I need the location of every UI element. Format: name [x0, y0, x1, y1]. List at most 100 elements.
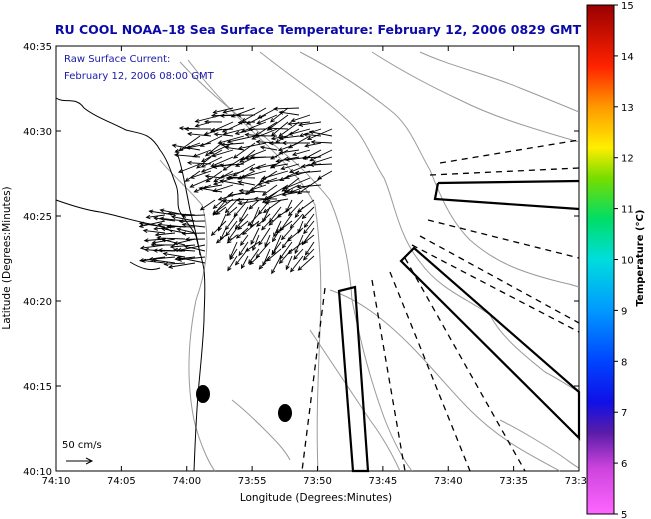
current-vector [249, 255, 260, 266]
current-vector [225, 220, 238, 237]
current-vector [240, 234, 249, 246]
current-vector [253, 196, 278, 201]
current-vector [227, 175, 256, 180]
current-vector [257, 107, 278, 119]
x-tick-label: 73:35 [499, 476, 528, 487]
current-vector [204, 142, 223, 157]
current-vector [281, 234, 293, 249]
surface-current-vectors [138, 106, 333, 275]
current-vector [264, 198, 289, 205]
current-vector [285, 189, 311, 194]
current-vector [304, 142, 322, 148]
colorbar-tick-label: 13 [621, 103, 634, 114]
current-vector [173, 153, 201, 158]
current-vector [183, 244, 206, 252]
current-vector [181, 213, 206, 218]
current-vector [280, 227, 293, 241]
current-vector [152, 258, 176, 264]
current-vector [160, 227, 186, 234]
current-vector [163, 261, 186, 267]
current-vector [239, 206, 249, 223]
current-vector [278, 149, 300, 155]
current-vector [184, 126, 212, 132]
current-vector [261, 220, 271, 231]
colorbar-tick-label: 12 [621, 154, 634, 165]
current-vector [270, 163, 289, 169]
current-vector [247, 127, 267, 132]
current-vector [215, 206, 227, 215]
current-vector [238, 241, 249, 257]
current-vector [184, 237, 206, 242]
station-marker [278, 404, 292, 422]
current-vector [204, 174, 223, 179]
current-vector [308, 130, 333, 137]
annotation-line-1: Raw Surface Current: [64, 54, 170, 65]
current-vector [287, 121, 311, 126]
y-tick-label: 40:25 [23, 212, 52, 223]
current-vector [290, 114, 311, 123]
current-vector [141, 258, 166, 264]
x-axis: 74:10 74:05 74:00 73:55 73:50 73:45 73:40 73:35… [42, 46, 593, 487]
current-vector [248, 199, 260, 210]
current-vector [267, 126, 289, 131]
current-vector [177, 163, 201, 173]
current-vector [226, 234, 238, 244]
colorbar-tick-label: 7 [621, 408, 627, 419]
current-vector [237, 198, 267, 206]
current-vector [240, 255, 249, 270]
current-vector [293, 248, 304, 260]
current-vector [226, 135, 256, 144]
current-vector [235, 227, 249, 239]
current-vector [196, 156, 212, 169]
current-vector [139, 244, 166, 250]
current-vector [176, 255, 206, 264]
current-vector [281, 140, 311, 146]
current-vector [290, 255, 304, 273]
current-vector [303, 220, 315, 235]
current-vector [227, 255, 238, 272]
current-vector [302, 132, 322, 137]
chart-title: RU COOL NOAA–18 Sea Surface Temperature:… [55, 22, 582, 37]
current-vector [303, 213, 315, 229]
current-vector [181, 222, 206, 228]
current-vector [280, 163, 300, 171]
current-vector [278, 248, 293, 265]
current-vector [156, 235, 186, 241]
y-axis: 40:10 40:15 40:20 40:25 40:30 40:35 [23, 42, 579, 478]
current-vector [189, 170, 212, 179]
current-vector [268, 213, 282, 226]
coastline [55, 97, 206, 472]
current-vector [150, 242, 176, 248]
current-vector [237, 220, 249, 230]
current-vector [262, 199, 282, 214]
current-vector [249, 184, 267, 192]
current-vector [161, 238, 186, 246]
y-tick-label: 40:15 [23, 382, 52, 393]
current-vector [227, 191, 256, 197]
colorbar-tick-label: 6 [621, 459, 627, 470]
x-tick-label: 74:00 [172, 476, 201, 487]
current-vector [250, 227, 260, 245]
current-vector [247, 213, 260, 227]
y-tick-label: 40:20 [23, 297, 52, 308]
current-vector [198, 186, 223, 193]
current-vector [167, 262, 196, 269]
current-vector [301, 206, 315, 220]
current-vector [294, 234, 304, 255]
current-vector [273, 220, 282, 238]
current-vector [145, 214, 166, 220]
current-vector [277, 142, 300, 152]
colorbar-tick-label: 9 [621, 306, 627, 317]
annotation-line-2: February 12, 2006 08:00 GMT [64, 71, 215, 82]
current-vector [170, 215, 196, 222]
current-vector [278, 110, 300, 116]
current-vector [281, 191, 300, 197]
current-vector [301, 155, 322, 161]
y-tick-label: 40:30 [23, 127, 52, 138]
scale-arrow [66, 457, 94, 465]
current-vector [189, 177, 212, 188]
current-vector [203, 119, 223, 124]
x-tick-label: 74:10 [42, 476, 71, 487]
current-vector [199, 199, 216, 211]
current-vector [222, 107, 245, 114]
